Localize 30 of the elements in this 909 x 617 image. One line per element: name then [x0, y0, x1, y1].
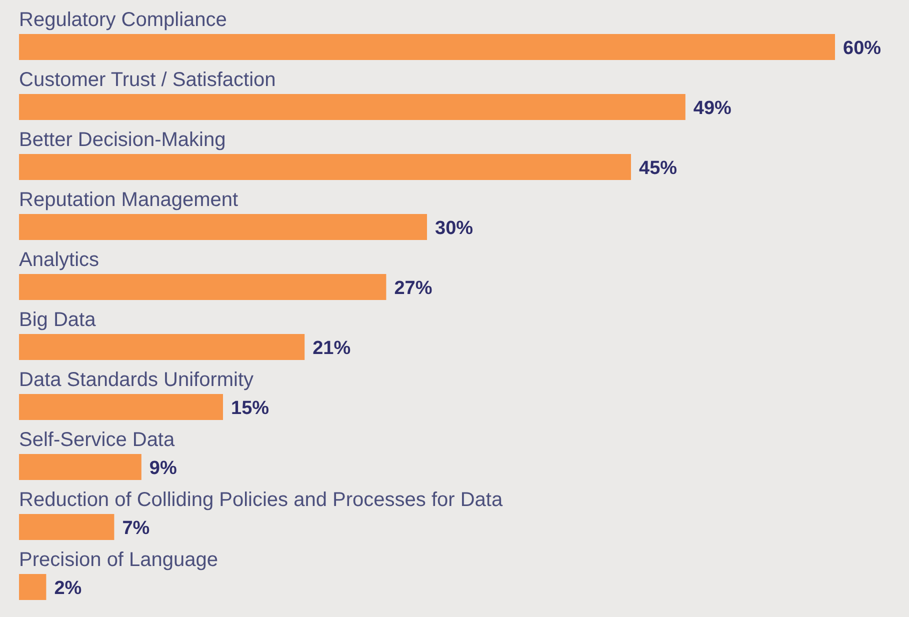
data-label: 30%: [435, 218, 474, 239]
data-label: 7%: [122, 518, 150, 539]
bar: [19, 394, 223, 420]
y-tick-label: Data Standards Uniformity: [19, 369, 254, 391]
data-label: 9%: [149, 458, 177, 479]
bar: [19, 94, 686, 120]
y-tick-label: Regulatory Compliance: [19, 9, 227, 31]
y-tick-label: Analytics: [19, 249, 100, 271]
y-tick-label: Self-Service Data: [19, 429, 176, 451]
y-tick-label: Precision of Language: [19, 549, 218, 571]
bar: [19, 334, 305, 360]
data-label: 2%: [54, 578, 82, 599]
bar: [19, 154, 631, 180]
data-label: 60%: [843, 38, 882, 59]
data-label: 27%: [394, 278, 432, 299]
bar: [19, 514, 114, 540]
y-tick-label: Better Decision-Making: [19, 129, 226, 151]
bar: [19, 574, 46, 600]
bar: [19, 34, 835, 60]
data-label: 49%: [693, 98, 732, 119]
data-label: 45%: [639, 158, 678, 179]
y-tick-label: Reduction of Colliding Policies and Processes for Data: [19, 489, 504, 511]
bar: [19, 214, 427, 240]
bar: [19, 274, 386, 300]
bar: [19, 454, 142, 480]
y-tick-label: Reputation Management: [19, 189, 238, 211]
data-label: 15%: [231, 398, 270, 419]
y-tick-label: Customer Trust / Satisfaction: [19, 69, 276, 91]
data-label: 21%: [312, 338, 351, 359]
y-tick-label: Big Data: [19, 309, 97, 331]
